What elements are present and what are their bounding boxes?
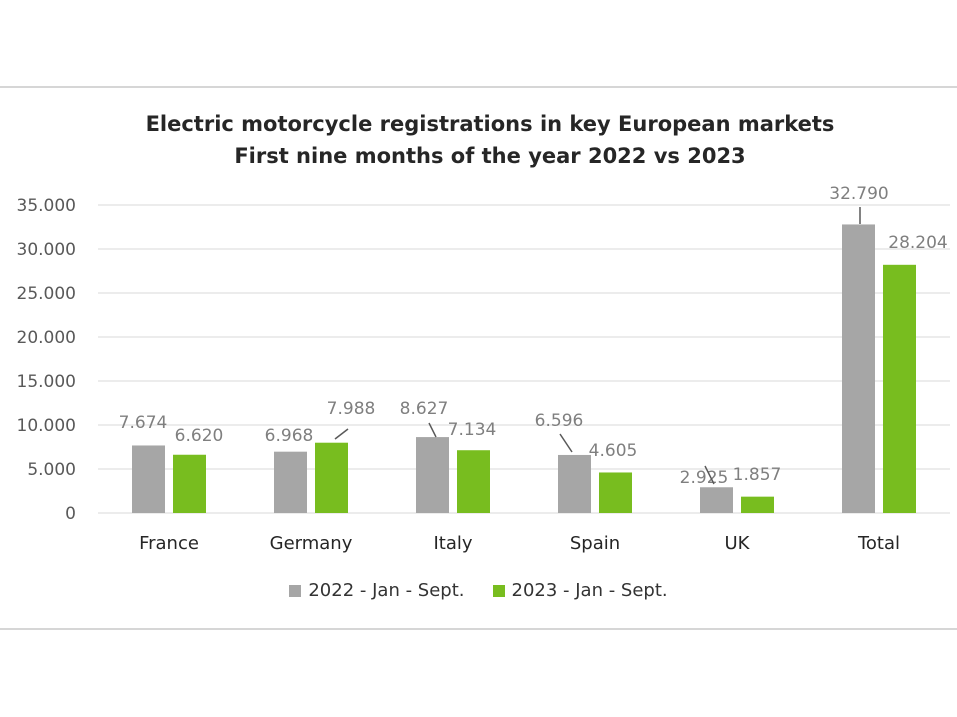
data-label: 1.857 <box>733 465 782 485</box>
legend-label-2023: 2023 - Jan - Sept. <box>511 580 668 601</box>
chart-subtitle: First nine months of the year 2022 vs 20… <box>234 144 746 168</box>
bar <box>173 454 206 513</box>
data-label: 7.134 <box>448 420 497 440</box>
legend-swatch-2023 <box>492 584 505 597</box>
bar <box>883 264 916 513</box>
y-tick-label: 15.000 <box>17 372 76 392</box>
bottom-divider <box>0 628 957 630</box>
legend: 2022 - Jan - Sept. 2023 - Jan - Sept. <box>0 580 957 601</box>
top-divider <box>0 86 957 88</box>
data-label: 4.605 <box>589 441 638 461</box>
leader-line <box>334 428 349 440</box>
y-tick-label: 10.000 <box>17 416 76 436</box>
bar <box>416 437 449 513</box>
data-label: 6.620 <box>175 426 224 446</box>
bar <box>842 224 875 513</box>
data-label: 8.627 <box>400 399 449 419</box>
leader-line <box>704 465 715 485</box>
bar <box>274 451 307 513</box>
legend-label-2022: 2022 - Jan - Sept. <box>308 580 465 601</box>
x-tick-label: France <box>139 533 199 554</box>
leader-line <box>559 433 573 453</box>
chart-title: Electric motorcycle registrations in key… <box>145 112 835 136</box>
bar <box>315 442 348 513</box>
bar <box>558 454 591 513</box>
data-label: 6.596 <box>535 411 584 431</box>
y-tick-label: 35.000 <box>17 196 76 216</box>
bar <box>741 496 774 513</box>
bar <box>700 487 733 513</box>
legend-swatch-2022 <box>289 584 302 597</box>
x-tick-label: Total <box>857 533 900 554</box>
legend-item-2023: 2023 - Jan - Sept. <box>492 580 668 601</box>
data-label: 7.988 <box>327 399 376 419</box>
leader-line <box>428 422 437 438</box>
y-tick-label: 5.000 <box>27 460 76 480</box>
data-label: 6.968 <box>265 426 314 446</box>
y-tick-label: 20.000 <box>17 328 76 348</box>
data-label: 7.674 <box>119 413 168 433</box>
bar <box>599 472 632 513</box>
x-tick-label: UK <box>725 533 751 554</box>
y-tick-label: 25.000 <box>17 284 76 304</box>
y-tick-label: 30.000 <box>17 240 76 260</box>
x-tick-label: Germany <box>270 533 353 554</box>
legend-item-2022: 2022 - Jan - Sept. <box>289 580 465 601</box>
bar <box>457 450 490 513</box>
data-label: 2.925 <box>680 468 729 488</box>
x-tick-label: Spain <box>570 533 620 554</box>
x-tick-label: Italy <box>433 533 472 554</box>
data-label: 32.790 <box>829 184 888 204</box>
data-label: 28.204 <box>888 233 947 253</box>
y-tick-label: 0 <box>65 504 76 524</box>
bar <box>132 445 165 513</box>
